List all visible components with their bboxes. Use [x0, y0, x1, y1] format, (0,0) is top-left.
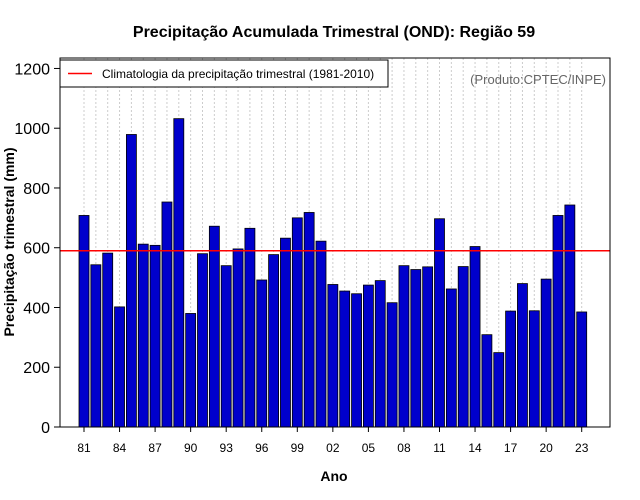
bar-1993: [220, 265, 232, 428]
bar-2004: [351, 293, 362, 428]
y-axis: 0 200 400 600 800 1000 1200: [14, 61, 60, 437]
x-tick-label: 93: [220, 441, 234, 455]
x-axis-label: Ano: [320, 468, 347, 484]
bar-1990: [185, 313, 197, 428]
legend-label: Climatologia da precipitação trimestral …: [102, 67, 374, 81]
bar-1981: [78, 215, 90, 428]
x-tick-label: 87: [148, 441, 162, 455]
x-tick-label: 81: [77, 441, 91, 455]
bar-1988: [161, 201, 173, 428]
bar-1997: [268, 254, 280, 428]
bar-1989: [173, 118, 185, 428]
bar-1998: [280, 237, 291, 428]
x-tick-label: 90: [184, 441, 198, 455]
bar-2014: [469, 246, 481, 428]
x-tick-label: 17: [504, 441, 518, 455]
bar-2018: [517, 283, 528, 428]
bar-2019: [528, 310, 540, 428]
y-tick-label: 200: [23, 360, 50, 377]
bar-2021: [552, 215, 564, 428]
bar-2006: [374, 280, 386, 428]
bar-2007: [386, 302, 398, 428]
source-note: (Produto:CPTEC/INPE): [470, 72, 606, 87]
x-tick-label: 96: [255, 441, 269, 455]
x-tick-label: 05: [362, 441, 376, 455]
y-tick-label: 800: [23, 181, 50, 198]
bar-1996: [256, 279, 268, 428]
bar-1999: [291, 217, 303, 428]
bar-2000: [303, 212, 315, 428]
x-tick-label: 11: [433, 441, 446, 455]
bar-2003: [339, 290, 351, 428]
y-tick-label: 1000: [14, 121, 50, 138]
bar-1992: [208, 225, 220, 428]
chart-title: Precipitação Acumulada Trimestral (OND):…: [133, 24, 535, 41]
bar-1991: [197, 253, 208, 428]
x-tick-label: 23: [575, 441, 589, 455]
bar-1995: [244, 227, 256, 428]
bar-1986: [137, 243, 149, 428]
y-tick-label: 600: [23, 241, 50, 258]
x-tick-label: 14: [468, 441, 482, 455]
x-axis: 81 84 87 90 93 96 99 02 05 08 11 14 17 20 23: [77, 427, 589, 455]
bar-2013: [457, 266, 469, 428]
bar-2012: [445, 288, 457, 428]
bar-1984: [114, 306, 125, 428]
bar-series: [78, 118, 588, 428]
bar-2001: [315, 240, 327, 428]
y-tick-label: 1200: [14, 61, 50, 78]
bar-1985: [126, 134, 137, 428]
bar-2015: [481, 334, 493, 428]
plot-frame: [59, 57, 611, 428]
bar-2016: [493, 352, 505, 428]
x-tick-label: 20: [539, 441, 553, 455]
bar-2009: [410, 269, 422, 428]
x-tick-label: 84: [113, 441, 127, 455]
bar-2017: [505, 310, 517, 428]
x-tick-label: 08: [397, 441, 411, 455]
x-tick-label: 99: [291, 441, 305, 455]
bar-2005: [362, 284, 374, 428]
bar-2002: [327, 284, 339, 428]
bar-2008: [398, 265, 410, 428]
y-tick-label: 0: [41, 420, 50, 437]
bar-2020: [540, 278, 552, 428]
legend: Climatologia da precipitação trimestral …: [59, 59, 389, 88]
bar-2022: [564, 204, 576, 428]
bar-2023: [576, 311, 588, 428]
bar-1987: [149, 244, 161, 428]
legend-box: [59, 59, 389, 88]
y-tick-label: 400: [23, 300, 50, 317]
bar-1982: [90, 264, 102, 428]
bar-1983: [102, 252, 114, 428]
y-axis-label: Precipitação trimestral (mm): [1, 147, 17, 336]
bar-1994: [232, 248, 244, 428]
x-tick-label: 02: [326, 441, 340, 455]
bar-2010: [422, 266, 434, 428]
